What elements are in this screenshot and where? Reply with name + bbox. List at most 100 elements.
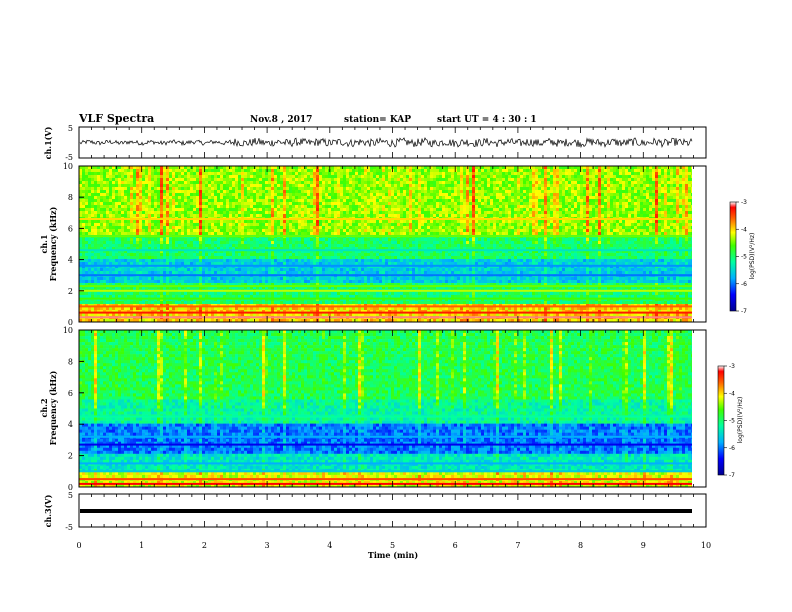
spectrogram-cell	[187, 241, 190, 245]
spectrogram-cell	[142, 175, 145, 179]
spectrogram-cell	[358, 178, 361, 182]
spectrogram-cell	[304, 250, 307, 254]
spectrogram-cell	[334, 253, 337, 257]
spectrogram-cell	[181, 211, 184, 215]
spectrogram-cell	[259, 178, 262, 182]
spectrogram-cell	[358, 193, 361, 197]
spectrogram-cell	[199, 187, 202, 191]
spectrogram-cell	[190, 280, 193, 284]
spectrogram-cell	[232, 298, 235, 302]
spectrogram-cell	[211, 244, 214, 248]
spectrogram-cell	[136, 259, 139, 263]
spectrogram-cell	[361, 214, 364, 218]
spectrogram-cell	[310, 172, 313, 176]
spectrogram-cell	[244, 208, 247, 212]
spectrogram-cell	[265, 205, 268, 209]
spectrogram-cell	[157, 307, 160, 311]
spectrogram-cell	[298, 286, 301, 290]
spectrogram-cell	[319, 277, 322, 281]
spectrogram-cell	[187, 229, 190, 233]
spectrogram-cell	[310, 196, 313, 200]
spectrogram-cell	[187, 286, 190, 290]
spectrogram-cell	[103, 226, 106, 230]
spectrogram-cell	[286, 181, 289, 185]
spectrogram-cell	[355, 199, 358, 203]
spectrogram-cell	[163, 292, 166, 296]
spectrogram-cell	[259, 250, 262, 254]
spectrogram-cell	[109, 229, 112, 233]
spectrogram-cell	[199, 214, 202, 218]
spectrogram-cell	[142, 292, 145, 296]
spectrogram-cell	[301, 262, 304, 266]
spectrogram-cell	[331, 262, 334, 266]
spectrogram-cell	[142, 298, 145, 302]
spectrogram-cell	[130, 202, 133, 206]
spectrogram-cell	[361, 277, 364, 281]
spectrogram-cell	[163, 169, 166, 173]
spectrogram-cell	[256, 202, 259, 206]
spectrogram-cell	[274, 277, 277, 281]
spectrogram-cell	[85, 253, 88, 257]
spectrogram-cell	[268, 181, 271, 185]
spectrogram-cell	[346, 181, 349, 185]
spectrogram-cell	[298, 211, 301, 215]
spectrogram-cell	[283, 190, 286, 194]
spectrogram-cell	[277, 244, 280, 248]
spectrogram-cell	[211, 280, 214, 284]
spectrogram-cell	[259, 295, 262, 299]
spectrogram-cell	[331, 187, 334, 191]
spectrogram-cell	[154, 229, 157, 233]
spectrogram-cell	[346, 178, 349, 182]
spectrogram-cell	[187, 253, 190, 257]
spectrogram-cell	[154, 295, 157, 299]
spectrogram-cell	[103, 175, 106, 179]
spectrogram-cell	[91, 172, 94, 176]
spectrogram-cell	[136, 220, 139, 224]
spectrogram-cell	[340, 298, 343, 302]
spectrogram-cell	[202, 301, 205, 305]
spectrogram-cell	[166, 202, 169, 206]
spectrogram-cell	[304, 262, 307, 266]
spectrogram-cell	[340, 175, 343, 179]
spectrogram-cell	[217, 199, 220, 203]
spectrogram-cell	[322, 199, 325, 203]
spectrogram-cell	[295, 262, 298, 266]
spectrogram-cell	[166, 313, 169, 317]
spectrogram-cell	[151, 229, 154, 233]
spectrogram-cell	[235, 241, 238, 245]
spectrogram-cell	[223, 298, 226, 302]
spectrogram-cell	[151, 214, 154, 218]
spectrogram-cell	[85, 295, 88, 299]
spectrogram-cell	[181, 232, 184, 236]
spectrogram-cell	[196, 238, 199, 242]
spectrogram-cell	[283, 223, 286, 227]
spectrogram-cell	[178, 181, 181, 185]
spectrogram-cell	[193, 271, 196, 275]
spectrogram-cell	[244, 193, 247, 197]
spectrogram-cell	[97, 166, 100, 170]
spectrogram-cell	[193, 169, 196, 173]
spectrogram-cell	[199, 295, 202, 299]
spectrogram-cell	[259, 241, 262, 245]
spectrogram-cell	[127, 214, 130, 218]
spectrogram-cell	[172, 271, 175, 275]
spectrogram-cell	[109, 271, 112, 275]
spectrogram-cell	[193, 253, 196, 257]
spectrogram-cell	[226, 283, 229, 287]
spectrogram-cell	[274, 193, 277, 197]
spectrogram-cell	[169, 172, 172, 176]
spectrogram-cell	[178, 220, 181, 224]
spectrogram-cell	[178, 199, 181, 203]
spectrogram-cell	[307, 283, 310, 287]
spectrogram-cell	[310, 205, 313, 209]
spectrogram-cell	[262, 172, 265, 176]
spectrogram-cell	[199, 286, 202, 290]
spectrogram-cell	[319, 253, 322, 257]
spectrogram-cell	[235, 175, 238, 179]
spectrogram-cell	[217, 256, 220, 260]
spectrogram-cell	[361, 313, 364, 317]
spectrogram-cell	[217, 307, 220, 311]
spectrogram-cell	[343, 169, 346, 173]
spectrogram-cell	[226, 286, 229, 290]
spectrogram-cell	[157, 313, 160, 317]
